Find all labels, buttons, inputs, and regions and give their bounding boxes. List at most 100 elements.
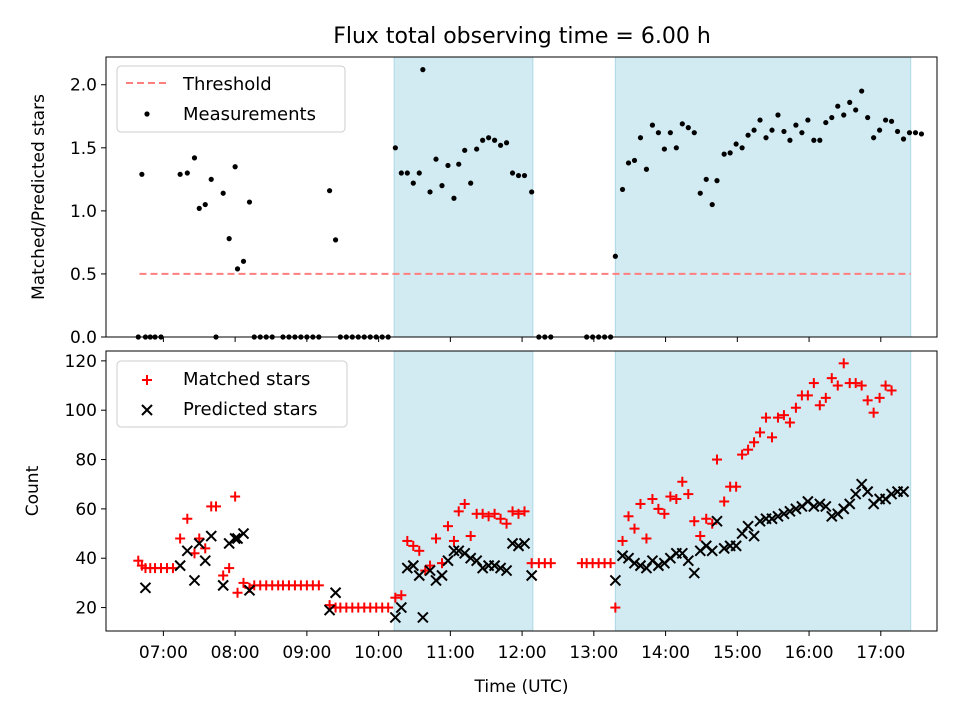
predicted-star-point-b <box>826 510 838 522</box>
matched-star-point <box>677 476 688 487</box>
predicted-star-point-b <box>784 505 796 518</box>
measurement-point <box>841 112 847 118</box>
measurement-point <box>888 118 895 124</box>
measurement-point <box>691 130 697 136</box>
predicted-star-point <box>844 498 856 510</box>
predicted-star-point-b <box>802 495 814 508</box>
predicted-star-point-b <box>401 562 414 574</box>
matched-legend-marker <box>142 375 152 385</box>
matched-star-point <box>383 602 394 613</box>
matched-star-point <box>396 590 407 601</box>
measurement-point <box>468 180 474 186</box>
measurement-point <box>202 201 208 208</box>
predicted-star-point-b <box>718 542 730 555</box>
predicted-star-point-b <box>476 562 489 574</box>
measurement-point <box>398 170 404 176</box>
predicted-star-point-b <box>634 559 647 572</box>
matched-star-point <box>784 417 795 428</box>
predicted-star-point-b <box>448 545 460 557</box>
count-panel: 20 40 60 80 100 120 07:00 08:00 09:00 10:00 11:00 1… <box>23 350 938 697</box>
measurement-point <box>661 146 667 152</box>
measurement-point <box>673 145 679 151</box>
matched-star-point <box>701 513 712 524</box>
measurement-point <box>326 188 333 194</box>
predicted-star-point-b <box>849 488 862 500</box>
predicted-star-point <box>494 562 507 574</box>
matched-star-point <box>647 494 658 505</box>
measurement-point <box>332 237 339 243</box>
matched-star-point <box>731 481 742 492</box>
predicted-star-point-b <box>488 559 501 572</box>
predicted-star-point <box>181 545 194 557</box>
measurement-point <box>859 88 865 94</box>
measurement-point <box>491 137 498 143</box>
measurement-point <box>714 178 720 184</box>
measurement-point <box>757 117 763 123</box>
count-y-tick-label: 100 <box>65 401 97 421</box>
predicted-star-point-b <box>736 527 748 540</box>
predicted-star-point-b <box>436 569 448 582</box>
measurement-point <box>709 201 715 208</box>
predicted-star-point-b <box>464 552 477 564</box>
predicted-star-point-b <box>766 513 778 525</box>
matched-star-point <box>230 491 241 502</box>
matched-star-point <box>719 496 730 507</box>
predicted-star-point <box>237 527 250 540</box>
matched-star-point <box>689 516 700 527</box>
predicted-star-point <box>616 550 629 562</box>
measurement-point <box>619 186 626 193</box>
predicted-star-point-b <box>808 500 820 513</box>
predicted-star-point-b <box>174 559 186 572</box>
measurement-point <box>191 155 198 161</box>
matched-star-point <box>749 437 760 448</box>
matched-star-point <box>778 410 789 421</box>
predicted-star-point <box>718 542 730 555</box>
predicted-star-point-b <box>500 564 513 577</box>
measurement-legend-label: Measurements <box>183 104 316 125</box>
count-y-tick-label: 120 <box>65 352 97 372</box>
predicted-legend-marker <box>141 404 153 416</box>
matched-star-point <box>519 506 530 517</box>
matched-star-point <box>182 513 193 524</box>
predicted-star-point-b <box>193 537 205 550</box>
matched-star-point <box>420 565 431 576</box>
measurement-point <box>787 137 793 143</box>
predicted-star-point-b <box>395 601 408 614</box>
x-tick-label: 16:00 <box>785 643 834 663</box>
predicted-star-point <box>634 559 647 572</box>
measurement-point <box>246 199 253 205</box>
ratio-panel-frame <box>105 56 938 338</box>
matched-star-point <box>232 587 243 598</box>
predicted-star-point-b <box>790 503 802 515</box>
predicted-star-point-b <box>237 527 250 540</box>
matched-star-point <box>886 385 897 396</box>
measurement-point <box>404 170 410 176</box>
predicted-star-point <box>453 545 465 557</box>
measurement-point <box>721 151 727 157</box>
predicted-star-point-b <box>628 557 641 569</box>
measurement-point <box>811 137 817 143</box>
ratio-legend-box <box>116 65 346 133</box>
matched-star-point <box>772 412 783 423</box>
measurement-point <box>139 171 145 177</box>
measurement-point <box>177 171 183 177</box>
matched-star-point <box>459 498 470 509</box>
predicted-star-point <box>766 513 778 525</box>
predicted-star-point-b <box>682 554 695 567</box>
measurement-point <box>769 127 775 133</box>
measurement-point <box>871 135 877 141</box>
ratio-y-tick-label: 0.0 <box>70 328 97 348</box>
predicted-star-point-b <box>470 554 483 567</box>
predicted-star-point <box>682 554 695 567</box>
predicted-star-point-b <box>243 584 256 597</box>
measurement-point <box>410 180 416 186</box>
measurement-point <box>480 137 486 143</box>
matched-star-point <box>629 523 640 534</box>
predicted-star-point <box>736 527 748 540</box>
predicted-star-point-b <box>188 574 201 587</box>
measurement-point <box>643 166 650 172</box>
ratio-y-tick-label: 1.5 <box>70 139 97 159</box>
predicted-star-point-b <box>205 530 217 542</box>
predicted-star-point <box>470 554 483 567</box>
measurement-point <box>433 156 439 162</box>
